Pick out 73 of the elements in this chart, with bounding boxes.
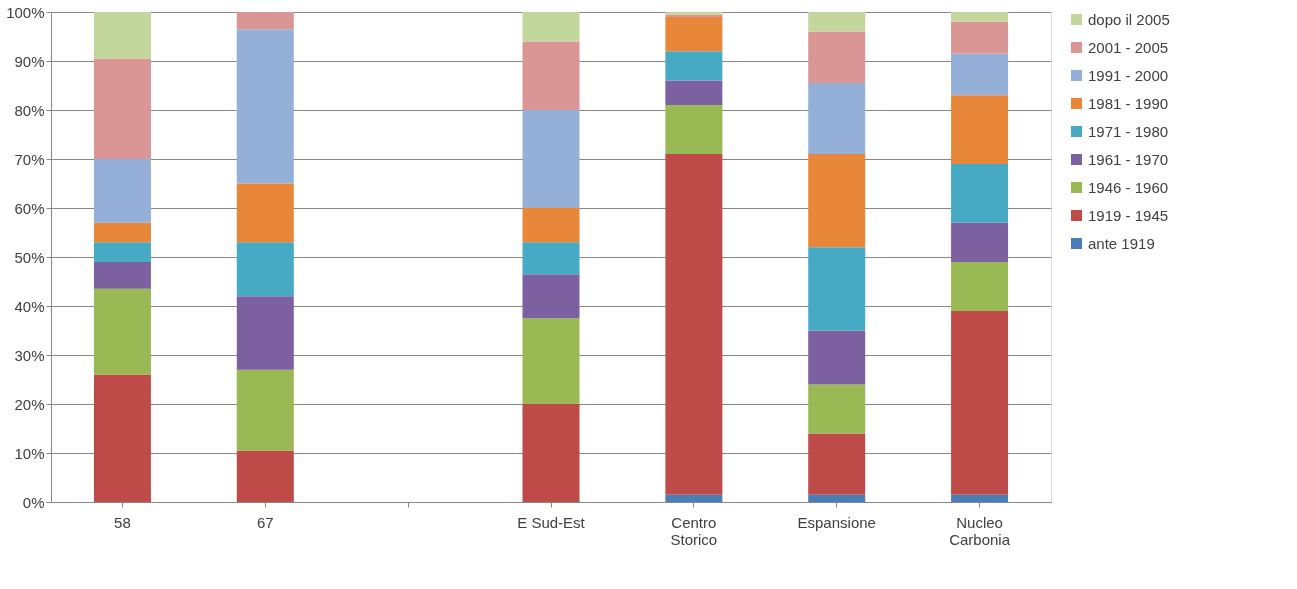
legend-label: ante 1919: [1088, 234, 1155, 252]
bar: [93, 242, 151, 262]
bar: [808, 384, 866, 434]
legend-label: 1961 - 1970: [1088, 150, 1169, 168]
bar: [951, 222, 1009, 262]
bar: [951, 494, 1009, 502]
bar: [665, 154, 723, 495]
bar: [522, 318, 580, 404]
bar: [522, 12, 580, 42]
legend-label: 1971 - 1980: [1088, 122, 1169, 140]
y-tick-label: 20%: [14, 395, 45, 413]
bar: [93, 261, 151, 289]
legend-label: 1946 - 1960: [1088, 178, 1169, 196]
bar: [808, 494, 866, 502]
y-tick-label: 80%: [14, 101, 45, 119]
bar: [951, 261, 1009, 311]
y-tick-label: 90%: [14, 52, 45, 70]
y-tick-label: 70%: [14, 150, 45, 168]
x-tick-label: Nucleo Carbonia: [949, 513, 1011, 548]
bar: [522, 274, 580, 319]
x-tick-label: 58: [114, 513, 131, 531]
bar: [951, 310, 1009, 495]
y-tick-label: 50%: [14, 248, 45, 266]
bar: [808, 330, 866, 385]
bar: [951, 53, 1009, 96]
bar: [236, 369, 294, 451]
x-tick-label: Espansione: [797, 513, 876, 531]
y-tick-label: 100%: [6, 3, 45, 21]
y-tick-label: 30%: [14, 346, 45, 364]
bar: [808, 31, 866, 84]
y-tick-label: 60%: [14, 199, 45, 217]
bar: [808, 83, 866, 155]
y-tick-label: 0%: [22, 493, 45, 511]
bar: [665, 105, 723, 155]
bar: [236, 12, 294, 30]
legend-label: 1991 - 2000: [1088, 66, 1169, 84]
bar: [236, 296, 294, 370]
bar: [93, 12, 151, 59]
bar: [93, 222, 151, 243]
bar: [951, 95, 1009, 164]
bar: [522, 110, 580, 208]
legend-label: 1981 - 1990: [1088, 94, 1169, 112]
bar: [93, 288, 151, 375]
bar: [522, 41, 580, 110]
x-tick-label: 67: [256, 513, 274, 531]
bar: [808, 154, 866, 248]
bar: [951, 12, 1009, 22]
bar: [808, 433, 866, 495]
bar: [665, 16, 723, 52]
bar: [808, 12, 866, 32]
bar: [808, 247, 866, 331]
legend-label: dopo il 2005: [1088, 10, 1170, 28]
bar: [522, 208, 580, 243]
bar: [236, 450, 294, 502]
bar: [951, 163, 1009, 223]
legend-label: 2001 - 2005: [1088, 38, 1169, 56]
bar: [665, 494, 723, 502]
y-tick-label: 40%: [14, 297, 45, 315]
bar: [522, 242, 580, 275]
bar: [951, 21, 1009, 54]
bar: [236, 242, 294, 297]
x-tick-label: E Sud-Est: [517, 513, 586, 531]
bar: [93, 58, 151, 159]
x-tick-label: Centro Storico: [670, 513, 718, 548]
bar: [236, 183, 294, 243]
y-tick-label: 10%: [14, 444, 45, 462]
bar: [522, 404, 580, 502]
bar: [665, 80, 723, 106]
bar: [665, 51, 723, 81]
bar: [93, 159, 151, 223]
bar: [236, 29, 294, 184]
legend-label: 1919 - 1945: [1088, 206, 1169, 224]
bar: [93, 374, 151, 502]
